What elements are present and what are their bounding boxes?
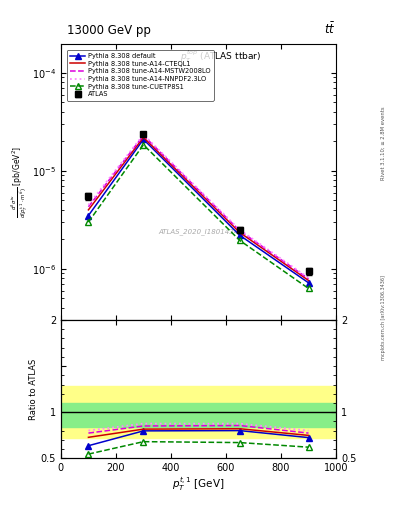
Pythia 8.308 default <box>141 136 146 142</box>
Pythia 8.308 default <box>86 212 91 219</box>
Pythia 8.308 default <box>237 232 242 239</box>
Pythia 8.308 tune-A14-MSTW2008LO <box>237 228 242 234</box>
Text: ATLAS_2020_I1801434: ATLAS_2020_I1801434 <box>158 228 239 235</box>
Pythia 8.308 default <box>306 280 311 286</box>
Line: Pythia 8.308 tune-CUETP8S1: Pythia 8.308 tune-CUETP8S1 <box>86 142 311 291</box>
Text: $p_T^{top}$ (ATLAS ttbar): $p_T^{top}$ (ATLAS ttbar) <box>180 49 261 66</box>
Pythia 8.308 tune-A14-MSTW2008LO <box>306 276 311 282</box>
Pythia 8.308 tune-A14-MSTW2008LO <box>86 204 91 210</box>
Line: Pythia 8.308 tune-A14-CTEQL1: Pythia 8.308 tune-A14-CTEQL1 <box>88 137 309 281</box>
Pythia 8.308 tune-CUETP8S1 <box>141 142 146 148</box>
Y-axis label: Ratio to ATLAS: Ratio to ATLAS <box>29 358 38 420</box>
Line: Pythia 8.308 tune-A14-MSTW2008LO: Pythia 8.308 tune-A14-MSTW2008LO <box>88 136 309 279</box>
Pythia 8.308 tune-A14-CTEQL1 <box>306 278 311 284</box>
Text: mcplots.cern.ch [arXiv:1306.3436]: mcplots.cern.ch [arXiv:1306.3436] <box>381 275 386 360</box>
Bar <box>61 403 336 427</box>
Y-axis label: $\frac{d^2\sigma^{tu}}{d(p_T^{t,1} \cdot m^{t\bar{t}})}$ [pb/GeV$^2$]: $\frac{d^2\sigma^{tu}}{d(p_T^{t,1} \cdot… <box>10 146 31 218</box>
Line: Pythia 8.308 tune-A14-NNPDF2.3LO: Pythia 8.308 tune-A14-NNPDF2.3LO <box>88 135 309 278</box>
Pythia 8.308 tune-A14-NNPDF2.3LO <box>86 202 91 208</box>
Pythia 8.308 tune-CUETP8S1 <box>306 285 311 291</box>
Text: $t\bar{t}$: $t\bar{t}$ <box>325 22 336 37</box>
Pythia 8.308 tune-CUETP8S1 <box>237 238 242 244</box>
Line: Pythia 8.308 default: Pythia 8.308 default <box>86 137 311 286</box>
Bar <box>61 387 336 438</box>
Pythia 8.308 tune-A14-CTEQL1 <box>86 207 91 213</box>
Pythia 8.308 tune-A14-NNPDF2.3LO <box>237 227 242 233</box>
Pythia 8.308 tune-A14-NNPDF2.3LO <box>306 275 311 281</box>
Pythia 8.308 tune-A14-MSTW2008LO <box>141 133 146 139</box>
X-axis label: $p_T^{t,1}$ [GeV]: $p_T^{t,1}$ [GeV] <box>172 476 225 493</box>
Pythia 8.308 tune-CUETP8S1 <box>86 219 91 225</box>
Legend: Pythia 8.308 default, Pythia 8.308 tune-A14-CTEQL1, Pythia 8.308 tune-A14-MSTW20: Pythia 8.308 default, Pythia 8.308 tune-… <box>67 50 214 101</box>
Text: Rivet 3.1.10; ≥ 2.8M events: Rivet 3.1.10; ≥ 2.8M events <box>381 106 386 180</box>
Text: 13000 GeV pp: 13000 GeV pp <box>67 24 151 37</box>
Pythia 8.308 tune-A14-NNPDF2.3LO <box>141 132 146 138</box>
Pythia 8.308 tune-A14-CTEQL1 <box>237 229 242 236</box>
Pythia 8.308 tune-A14-CTEQL1 <box>141 134 146 140</box>
